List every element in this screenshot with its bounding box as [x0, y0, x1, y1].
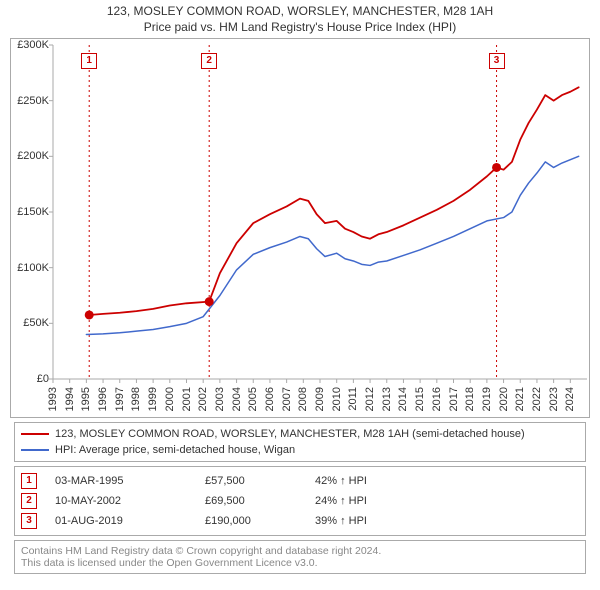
chart-area: £0 £50K £100K £150K £200K £250K £300K 1993 1994 1…	[10, 38, 590, 418]
event-num-1: 1	[21, 473, 37, 489]
x-axis-label: 2011	[347, 387, 359, 411]
x-axis-label: 1995	[80, 387, 92, 411]
x-axis-label: 2019	[481, 387, 493, 411]
x-axis-label: 2016	[431, 387, 443, 411]
x-axis-label: 2007	[281, 387, 293, 411]
event-price-3: £190,000	[205, 515, 315, 527]
x-axis-label: 2009	[314, 387, 326, 411]
event-num-3: 3	[21, 513, 37, 529]
sale-marker-box: 1	[81, 53, 97, 69]
sale-marker-box: 3	[489, 53, 505, 69]
event-date-3: 01-AUG-2019	[55, 515, 205, 527]
event-row-2: 2 10-MAY-2002 £69,500 24% ↑ HPI	[21, 491, 579, 511]
legend: 123, MOSLEY COMMON ROAD, WORSLEY, MANCHE…	[14, 422, 586, 462]
y-axis-label: £150K	[9, 206, 49, 218]
x-axis-label: 1993	[47, 387, 59, 411]
legend-swatch-hpi	[21, 449, 49, 451]
x-axis-label: 1994	[64, 387, 76, 411]
legend-item-hpi: HPI: Average price, semi-detached house,…	[21, 442, 579, 458]
x-axis-label: 2020	[498, 387, 510, 411]
x-axis-label: 2001	[181, 387, 193, 411]
event-row-3: 3 01-AUG-2019 £190,000 39% ↑ HPI	[21, 511, 579, 531]
x-axis-label: 2006	[264, 387, 276, 411]
event-row-1: 1 03-MAR-1995 £57,500 42% ↑ HPI	[21, 471, 579, 491]
footer-line-2: This data is licensed under the Open Gov…	[21, 557, 579, 569]
x-axis-label: 2002	[197, 387, 209, 411]
chart-titles: 123, MOSLEY COMMON ROAD, WORSLEY, MANCHE…	[0, 0, 600, 34]
x-axis-label: 2021	[514, 387, 526, 411]
x-axis-label: 1996	[97, 387, 109, 411]
x-axis-label: 2003	[214, 387, 226, 411]
legend-label-hpi: HPI: Average price, semi-detached house,…	[55, 444, 295, 456]
y-axis-label: £100K	[9, 262, 49, 274]
sale-marker-box: 2	[201, 53, 217, 69]
legend-swatch-property	[21, 433, 49, 435]
y-axis-label: £300K	[9, 39, 49, 51]
x-axis-label: 2013	[381, 387, 393, 411]
x-axis-label: 2005	[247, 387, 259, 411]
legend-label-property: 123, MOSLEY COMMON ROAD, WORSLEY, MANCHE…	[55, 428, 525, 440]
x-axis-label: 2000	[164, 387, 176, 411]
x-axis-label: 2010	[331, 387, 343, 411]
y-axis-label: £200K	[9, 150, 49, 162]
x-axis-label: 2014	[397, 387, 409, 411]
sales-events: 1 03-MAR-1995 £57,500 42% ↑ HPI 2 10-MAY…	[14, 466, 586, 536]
event-price-2: £69,500	[205, 495, 315, 507]
event-date-2: 10-MAY-2002	[55, 495, 205, 507]
x-axis-label: 1997	[114, 387, 126, 411]
y-axis-label: £250K	[9, 95, 49, 107]
y-axis-label: £50K	[9, 317, 49, 329]
event-delta-2: 24% ↑ HPI	[315, 495, 367, 507]
x-axis-label: 1999	[147, 387, 159, 411]
x-axis-label: 2022	[531, 387, 543, 411]
title-address: 123, MOSLEY COMMON ROAD, WORSLEY, MANCHE…	[0, 4, 600, 18]
event-price-1: £57,500	[205, 475, 315, 487]
y-axis-label: £0	[9, 373, 49, 385]
x-axis-label: 2015	[414, 387, 426, 411]
event-delta-3: 39% ↑ HPI	[315, 515, 367, 527]
title-subtitle: Price paid vs. HM Land Registry's House …	[0, 20, 600, 34]
x-axis-label: 2017	[448, 387, 460, 411]
footer: Contains HM Land Registry data © Crown c…	[14, 540, 586, 574]
x-axis-label: 1998	[130, 387, 142, 411]
x-axis-label: 2008	[297, 387, 309, 411]
event-date-1: 03-MAR-1995	[55, 475, 205, 487]
x-axis-label: 2018	[464, 387, 476, 411]
x-axis-label: 2004	[231, 387, 243, 411]
legend-item-property: 123, MOSLEY COMMON ROAD, WORSLEY, MANCHE…	[21, 426, 579, 442]
event-num-2: 2	[21, 493, 37, 509]
chart-svg	[11, 39, 589, 417]
x-axis-label: 2012	[364, 387, 376, 411]
event-delta-1: 42% ↑ HPI	[315, 475, 367, 487]
x-axis-label: 2023	[548, 387, 560, 411]
footer-line-1: Contains HM Land Registry data © Crown c…	[21, 545, 579, 557]
x-axis-label: 2024	[564, 387, 576, 411]
